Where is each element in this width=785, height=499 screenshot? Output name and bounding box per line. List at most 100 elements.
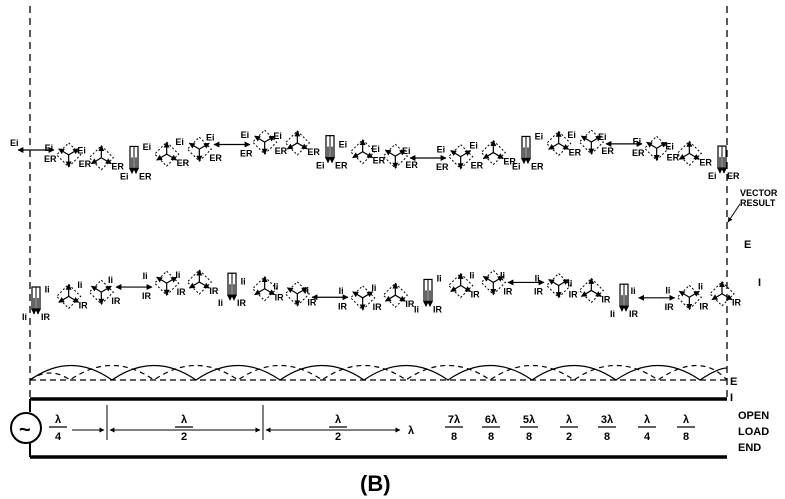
phasor-rhombus	[382, 282, 409, 308]
incident-arrow	[58, 295, 69, 303]
reflected-arrow	[101, 285, 112, 293]
reflected-label: IR	[209, 286, 219, 296]
reflected-label: ER	[240, 148, 253, 158]
incident-label: Ei	[437, 145, 446, 155]
incident-arrow	[352, 291, 363, 299]
incident-arrow	[482, 152, 494, 160]
reflected-label: IR	[79, 300, 89, 310]
reflected-arrow	[199, 142, 210, 150]
incident-label: Ii	[241, 277, 246, 287]
reflected-label: ER	[632, 148, 645, 158]
incident-arrow	[188, 142, 200, 150]
incident-label: Ii	[500, 270, 505, 280]
reflected-arrow	[68, 295, 80, 303]
phasor-diagram: Ii IR	[218, 272, 247, 308]
incident-arrow	[384, 294, 396, 302]
generator-symbol: ~	[19, 419, 31, 441]
position-fraction: λ2	[560, 414, 578, 443]
phasor-diagram: Ei ER	[402, 146, 449, 172]
current-standing-wave	[29, 364, 728, 381]
fraction-numerator: λ	[566, 414, 572, 426]
phasor-diagram: Ei ER	[535, 130, 582, 157]
reflected-label: ER	[601, 146, 614, 156]
voltage-row-label: E	[744, 239, 751, 251]
phasor-diagram: Ei ER	[316, 135, 348, 171]
reflected-label: IR	[534, 286, 544, 296]
reflected-arrow	[689, 152, 700, 160]
standing-wave-patterns	[29, 364, 728, 381]
reflected-label: ER	[44, 154, 57, 164]
reflected-arrow	[264, 288, 276, 296]
incident-label: Ei	[535, 131, 544, 141]
incident-label: Ii	[610, 309, 615, 319]
reflected-arrow	[362, 151, 374, 159]
incident-label: Ii	[698, 282, 703, 292]
incident-label: Ii	[437, 274, 442, 284]
reflected-label: IR	[237, 298, 247, 308]
incident-label: Ei	[241, 130, 250, 140]
reflected-arrow	[558, 142, 570, 150]
reflected-arrow	[656, 141, 668, 149]
incident-arrow	[90, 285, 102, 293]
phasor-diagram: Ei ER	[371, 143, 418, 170]
reflected-label: IR	[433, 304, 443, 314]
phasor-diagram: Ei ER	[708, 145, 740, 181]
incident-label: Ii	[414, 304, 419, 314]
reflected-label: IR	[405, 299, 415, 309]
phasor-rhombus	[447, 272, 474, 299]
reflected-arrow	[721, 293, 733, 301]
phasor-diagram: Ii IR	[500, 270, 545, 296]
incident-label: Ii	[22, 312, 27, 322]
reflected-arrow	[199, 281, 210, 289]
reflected-label: IR	[629, 309, 639, 319]
reflected-label: ER	[436, 162, 449, 172]
incident-label: Ei	[77, 146, 86, 156]
fraction-numerator: 7λ	[448, 414, 460, 426]
reflected-label: ER	[111, 162, 124, 172]
position-fraction: λ8	[677, 414, 695, 443]
incident-arrow	[548, 142, 559, 150]
reflected-arrow	[166, 153, 178, 161]
phasor-rhombus	[55, 283, 82, 310]
reflected-label: ER	[275, 146, 288, 156]
phasor-rhombus	[153, 141, 180, 167]
incident-label: Ei	[339, 140, 348, 150]
reflected-label: IR	[569, 290, 579, 300]
fraction-denominator: 2	[181, 431, 187, 443]
reflected-label: IR	[177, 287, 187, 297]
fraction-numerator: λ	[55, 414, 61, 426]
incident-label: Ii	[304, 285, 309, 295]
reflected-label: IR	[373, 302, 383, 312]
incident-arrow	[678, 290, 690, 298]
reflected-label: ER	[405, 160, 418, 170]
fraction-denominator: 4	[55, 431, 62, 443]
reflected-label: IR	[41, 312, 51, 322]
incident-label: Ei	[598, 132, 607, 142]
phasor-rhombus	[88, 145, 115, 171]
fraction-numerator: 3λ	[601, 414, 613, 426]
reflected-arrow	[395, 149, 406, 157]
reflected-arrow	[166, 276, 178, 284]
load-label-end: END	[738, 442, 761, 454]
phasor-diagram: Ii IR	[22, 286, 51, 322]
phasor-diagram: Ei ER	[77, 145, 124, 172]
phasor-diagram: Ei ER	[567, 129, 614, 156]
incident-label: Ei	[273, 131, 282, 141]
reflected-label: IR	[503, 286, 513, 296]
reflected-label: ER	[471, 161, 484, 171]
reflected-label: IR	[142, 291, 152, 301]
position-fraction: λ4	[638, 414, 656, 443]
fraction-numerator: λ	[683, 414, 689, 426]
